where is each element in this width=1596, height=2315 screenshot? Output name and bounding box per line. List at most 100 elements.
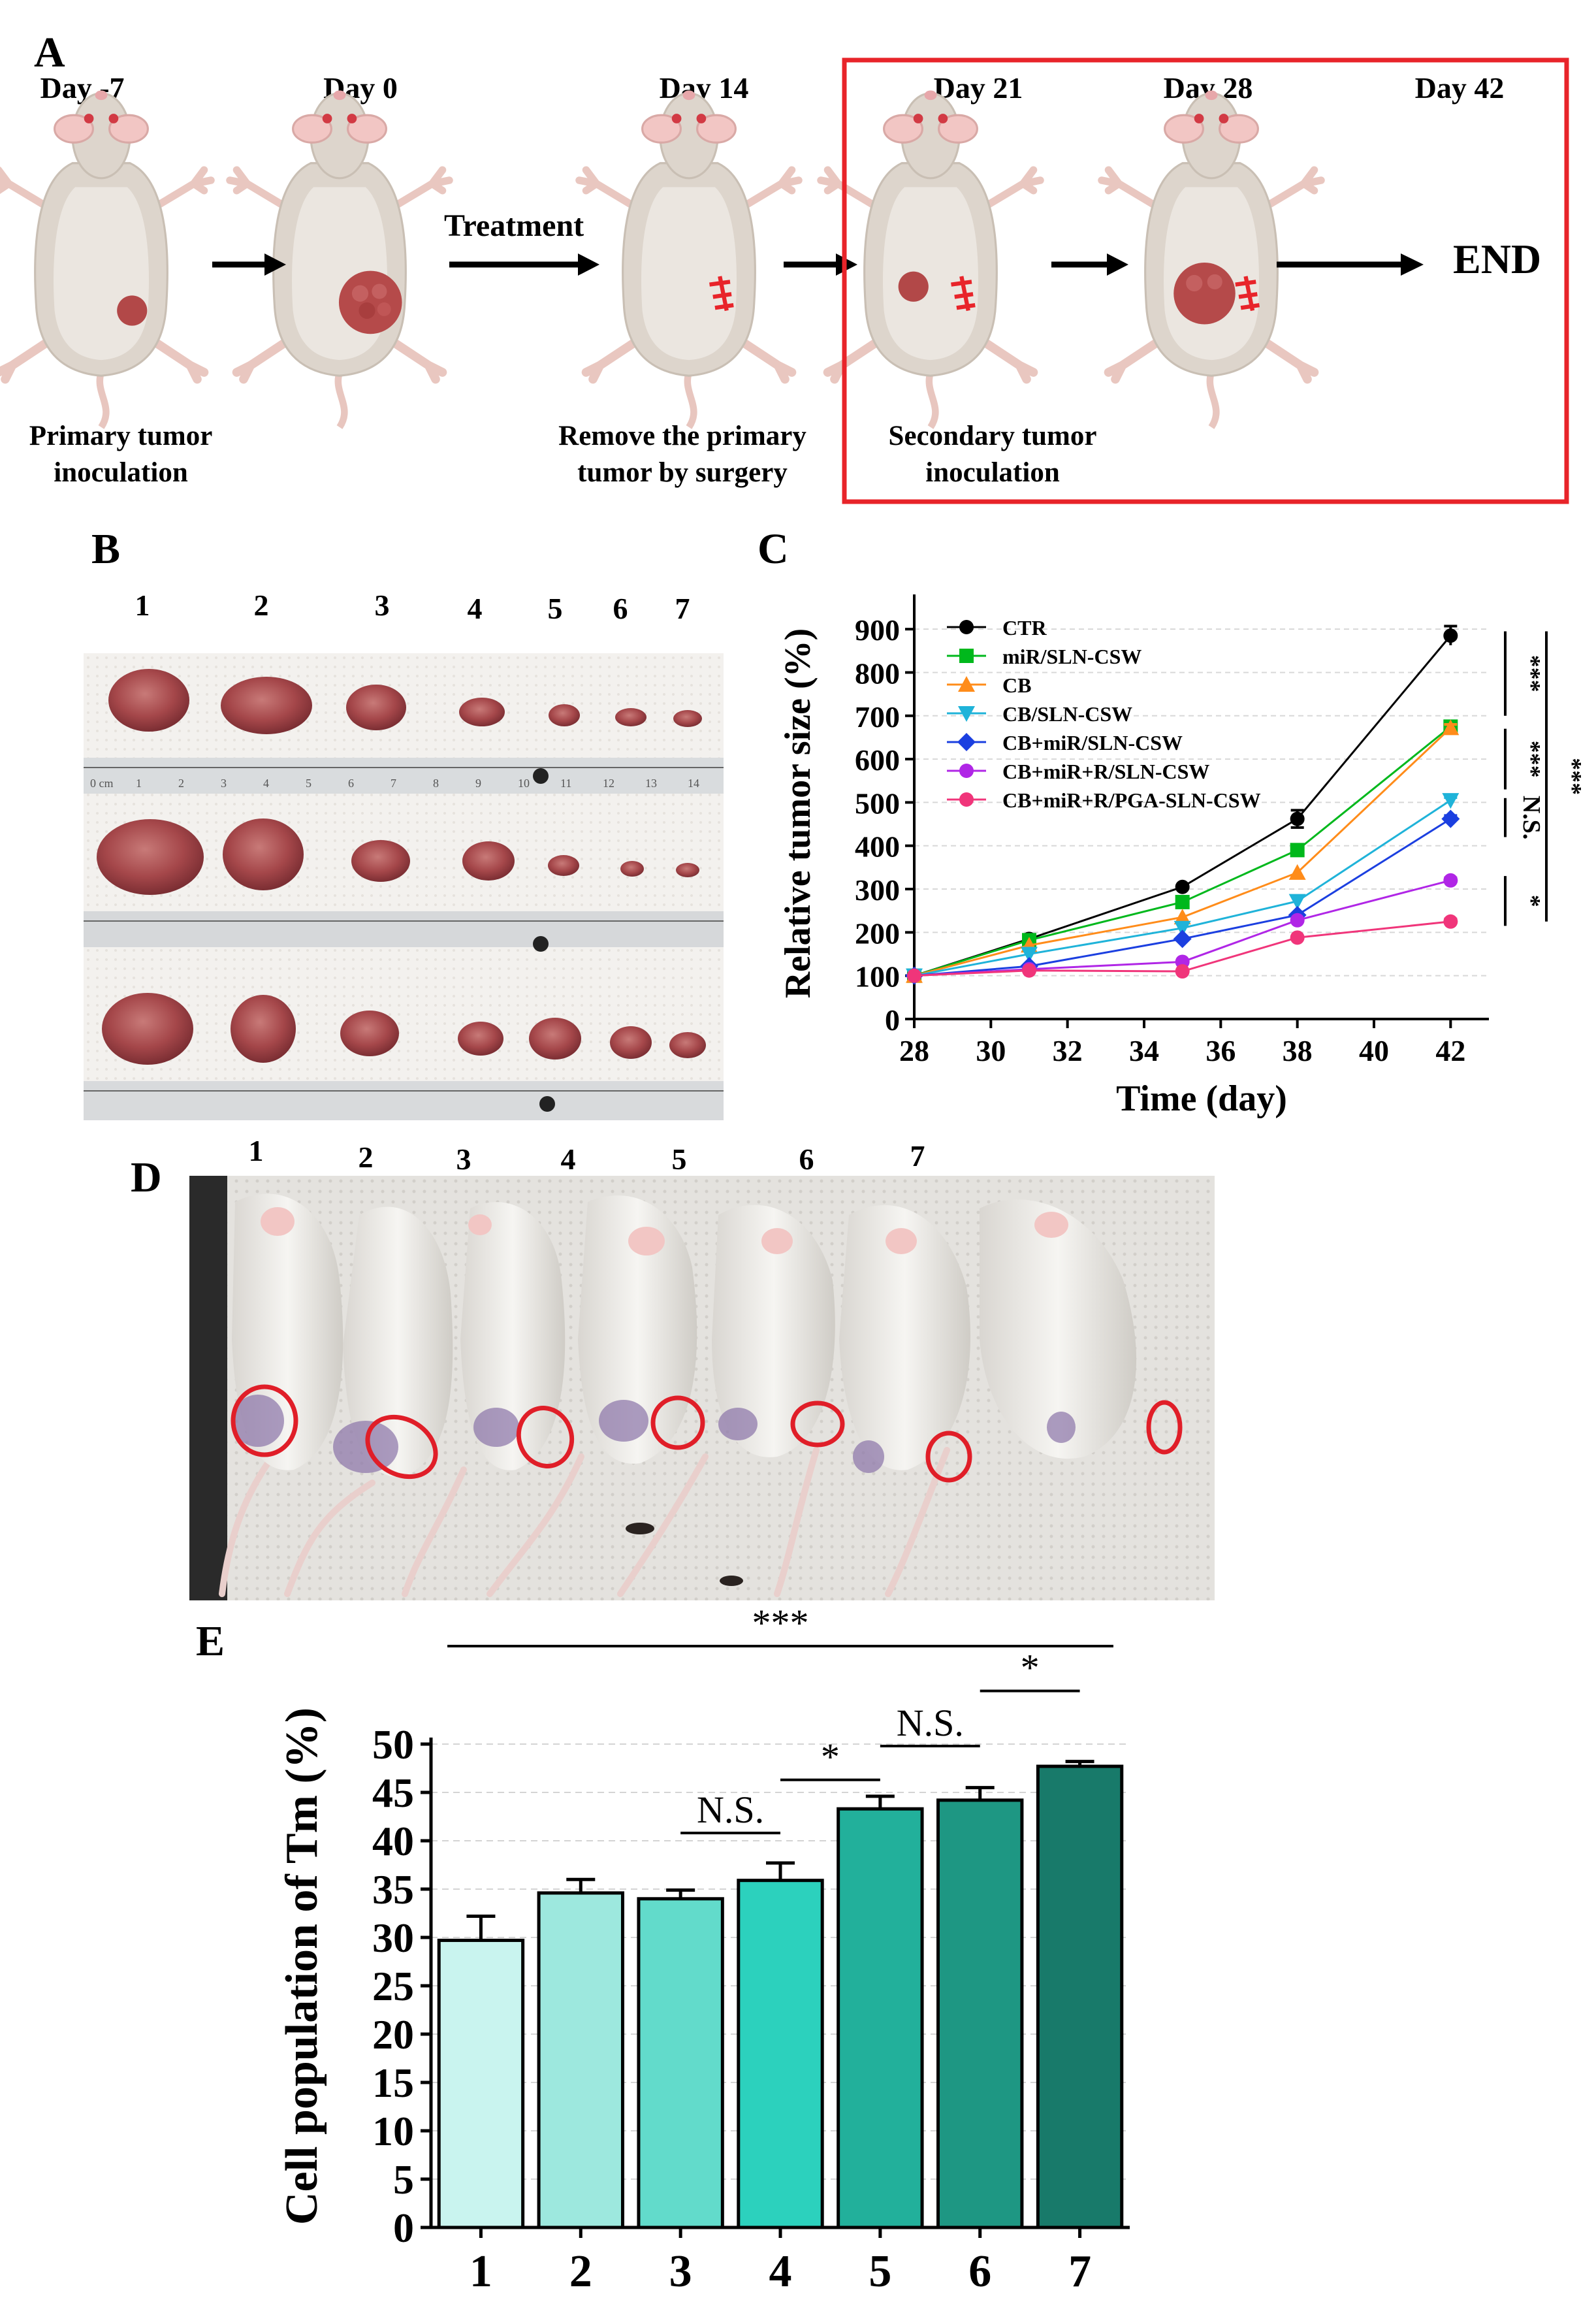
legend-label: CB+miR/SLN-CSW	[1002, 731, 1183, 754]
tumor-lane-number: 4	[467, 592, 483, 625]
y-tick-label: 800	[855, 656, 900, 690]
data-point	[1442, 719, 1460, 736]
series-CB/SLN-CSW	[906, 793, 1460, 984]
y-tick-label: 900	[855, 613, 900, 647]
x-tick-label: 36	[1205, 1034, 1236, 1067]
x-tick-label: 34	[1129, 1034, 1159, 1067]
data-point	[959, 764, 974, 778]
data-point	[1443, 873, 1458, 888]
data-point	[1175, 894, 1190, 909]
caption-secondary-inoculation: Secondary tumor inoculation	[888, 421, 1097, 488]
excised-tumor-photo: 0 cm 1 2 3 4 5 6 7 8 9 10 11 12 13 14	[84, 653, 724, 1120]
significance-label: N.S.	[897, 1702, 964, 1744]
day-label: Day 42	[1414, 71, 1505, 105]
secondary-inoculation-highlight-box	[842, 57, 1569, 504]
y-tick-label: 600	[855, 743, 900, 777]
significance-label: ***	[1518, 741, 1545, 778]
data-point	[1442, 793, 1460, 809]
y-tick-label: 0	[885, 1003, 900, 1037]
panel-label-c: C	[758, 525, 789, 573]
tumor-marker-circle	[790, 1400, 845, 1448]
tumor-lane-number: 5	[547, 592, 563, 625]
tumor-marker-circle	[650, 1395, 705, 1450]
ruler-label: 14	[688, 777, 699, 790]
x-tick-label: 32	[1053, 1034, 1083, 1067]
x-tick-label: 6	[968, 2246, 991, 2297]
data-point	[1290, 930, 1305, 945]
data-point	[958, 676, 975, 692]
bar-3	[637, 1897, 724, 2229]
data-point	[959, 649, 974, 663]
mouse-illustration-day-minus-7	[0, 90, 211, 427]
caption-primary-inoculation: Primary tumor inoculation	[29, 421, 213, 488]
ruler-label: 13	[645, 777, 657, 790]
tumor-lane-number: 1	[135, 589, 150, 622]
legend-label: CTR	[1002, 616, 1047, 639]
mouse-lane-number: 6	[799, 1142, 814, 1176]
data-point	[1021, 947, 1038, 963]
y-tick-label: 45	[372, 1770, 414, 1816]
y-tick-label: 15	[372, 2060, 414, 2106]
data-point	[959, 792, 974, 807]
y-tick-label: 10	[372, 2108, 414, 2154]
mouse-lane-number: 2	[358, 1141, 374, 1174]
x-tick-label: 1	[470, 2246, 492, 2297]
x-tick-label: 28	[899, 1034, 929, 1067]
data-point	[1443, 628, 1458, 643]
x-tick-label: 4	[769, 2246, 792, 2297]
tumor-marker-circle	[925, 1431, 972, 1483]
ruler-label: 7	[391, 777, 396, 790]
significance-brackets: *** N.S. * N.S. *	[447, 1607, 1113, 1835]
caption-remove-primary-tumor: Remove the primary tumor by surgery	[558, 421, 806, 488]
y-tick-label: 20	[372, 2011, 414, 2058]
data-point	[959, 620, 974, 634]
ruler-label: 6	[348, 777, 354, 790]
bar-1	[437, 1938, 525, 2229]
tumor-marker-circle	[1146, 1400, 1183, 1455]
x-tick-label: 2	[569, 2246, 592, 2297]
significance-label: *	[1021, 1647, 1040, 1689]
y-tick-label: 5	[393, 2156, 414, 2203]
mouse-lane-number: 1	[248, 1134, 264, 1167]
x-tick-label: 38	[1283, 1034, 1313, 1067]
panel-label-d: D	[131, 1154, 162, 1201]
data-point	[1173, 930, 1192, 948]
data-point	[1175, 879, 1190, 894]
significance-label: N.S.	[1518, 796, 1545, 840]
significance-label: ***	[1559, 758, 1586, 795]
mouse-lane-number: 7	[910, 1139, 925, 1173]
treatment-label: Treatment	[444, 208, 584, 243]
timeline-diagram	[0, 57, 1569, 504]
ruler-label: 9	[475, 777, 481, 790]
mouse-lane-number: 3	[456, 1142, 471, 1176]
panel-label-e: E	[196, 1617, 225, 1665]
mouse-lane-number: 5	[671, 1142, 687, 1176]
tumor-growth-line-chart: 0 100 200 300 400 500 600 700 800 900 28 30 32 34 36 38…	[778, 594, 1586, 1119]
data-point	[1288, 894, 1306, 910]
legend-label: CB+miR+R/PGA-SLN-CSW	[1002, 788, 1261, 812]
data-point	[1173, 920, 1191, 937]
legend-label: CB+miR+R/SLN-CSW	[1002, 760, 1209, 783]
data-point	[1290, 843, 1305, 858]
data-point	[1290, 811, 1305, 826]
data-point	[1441, 809, 1460, 828]
y-tick-label: 30	[372, 1915, 414, 1961]
mouse-lane-number: 4	[560, 1142, 576, 1176]
ruler-label: 1	[136, 777, 142, 790]
x-tick-label: 5	[869, 2246, 891, 2297]
y-tick-label: 700	[855, 700, 900, 734]
mouse-illustration-day-14	[579, 90, 799, 427]
data-point	[1175, 964, 1190, 979]
x-tick-label: 3	[669, 2246, 692, 2297]
ruler-label: 12	[603, 777, 614, 790]
significance-label: *	[1518, 895, 1545, 907]
y-axis-title: Relative tumor size (%)	[778, 628, 818, 999]
ruler-label: 2	[178, 777, 184, 790]
significance-label: ***	[1518, 655, 1545, 692]
legend-label: CB	[1002, 673, 1031, 697]
ruler-label: 5	[306, 777, 311, 790]
x-axis-title: Time (day)	[1116, 1078, 1287, 1119]
data-point	[1288, 864, 1306, 880]
ruler-label: 3	[221, 777, 227, 790]
excised-tumor-image: 0 cm 1 2 3 4 5 6 7 8 9 10 11 12 13 14	[84, 653, 724, 1120]
